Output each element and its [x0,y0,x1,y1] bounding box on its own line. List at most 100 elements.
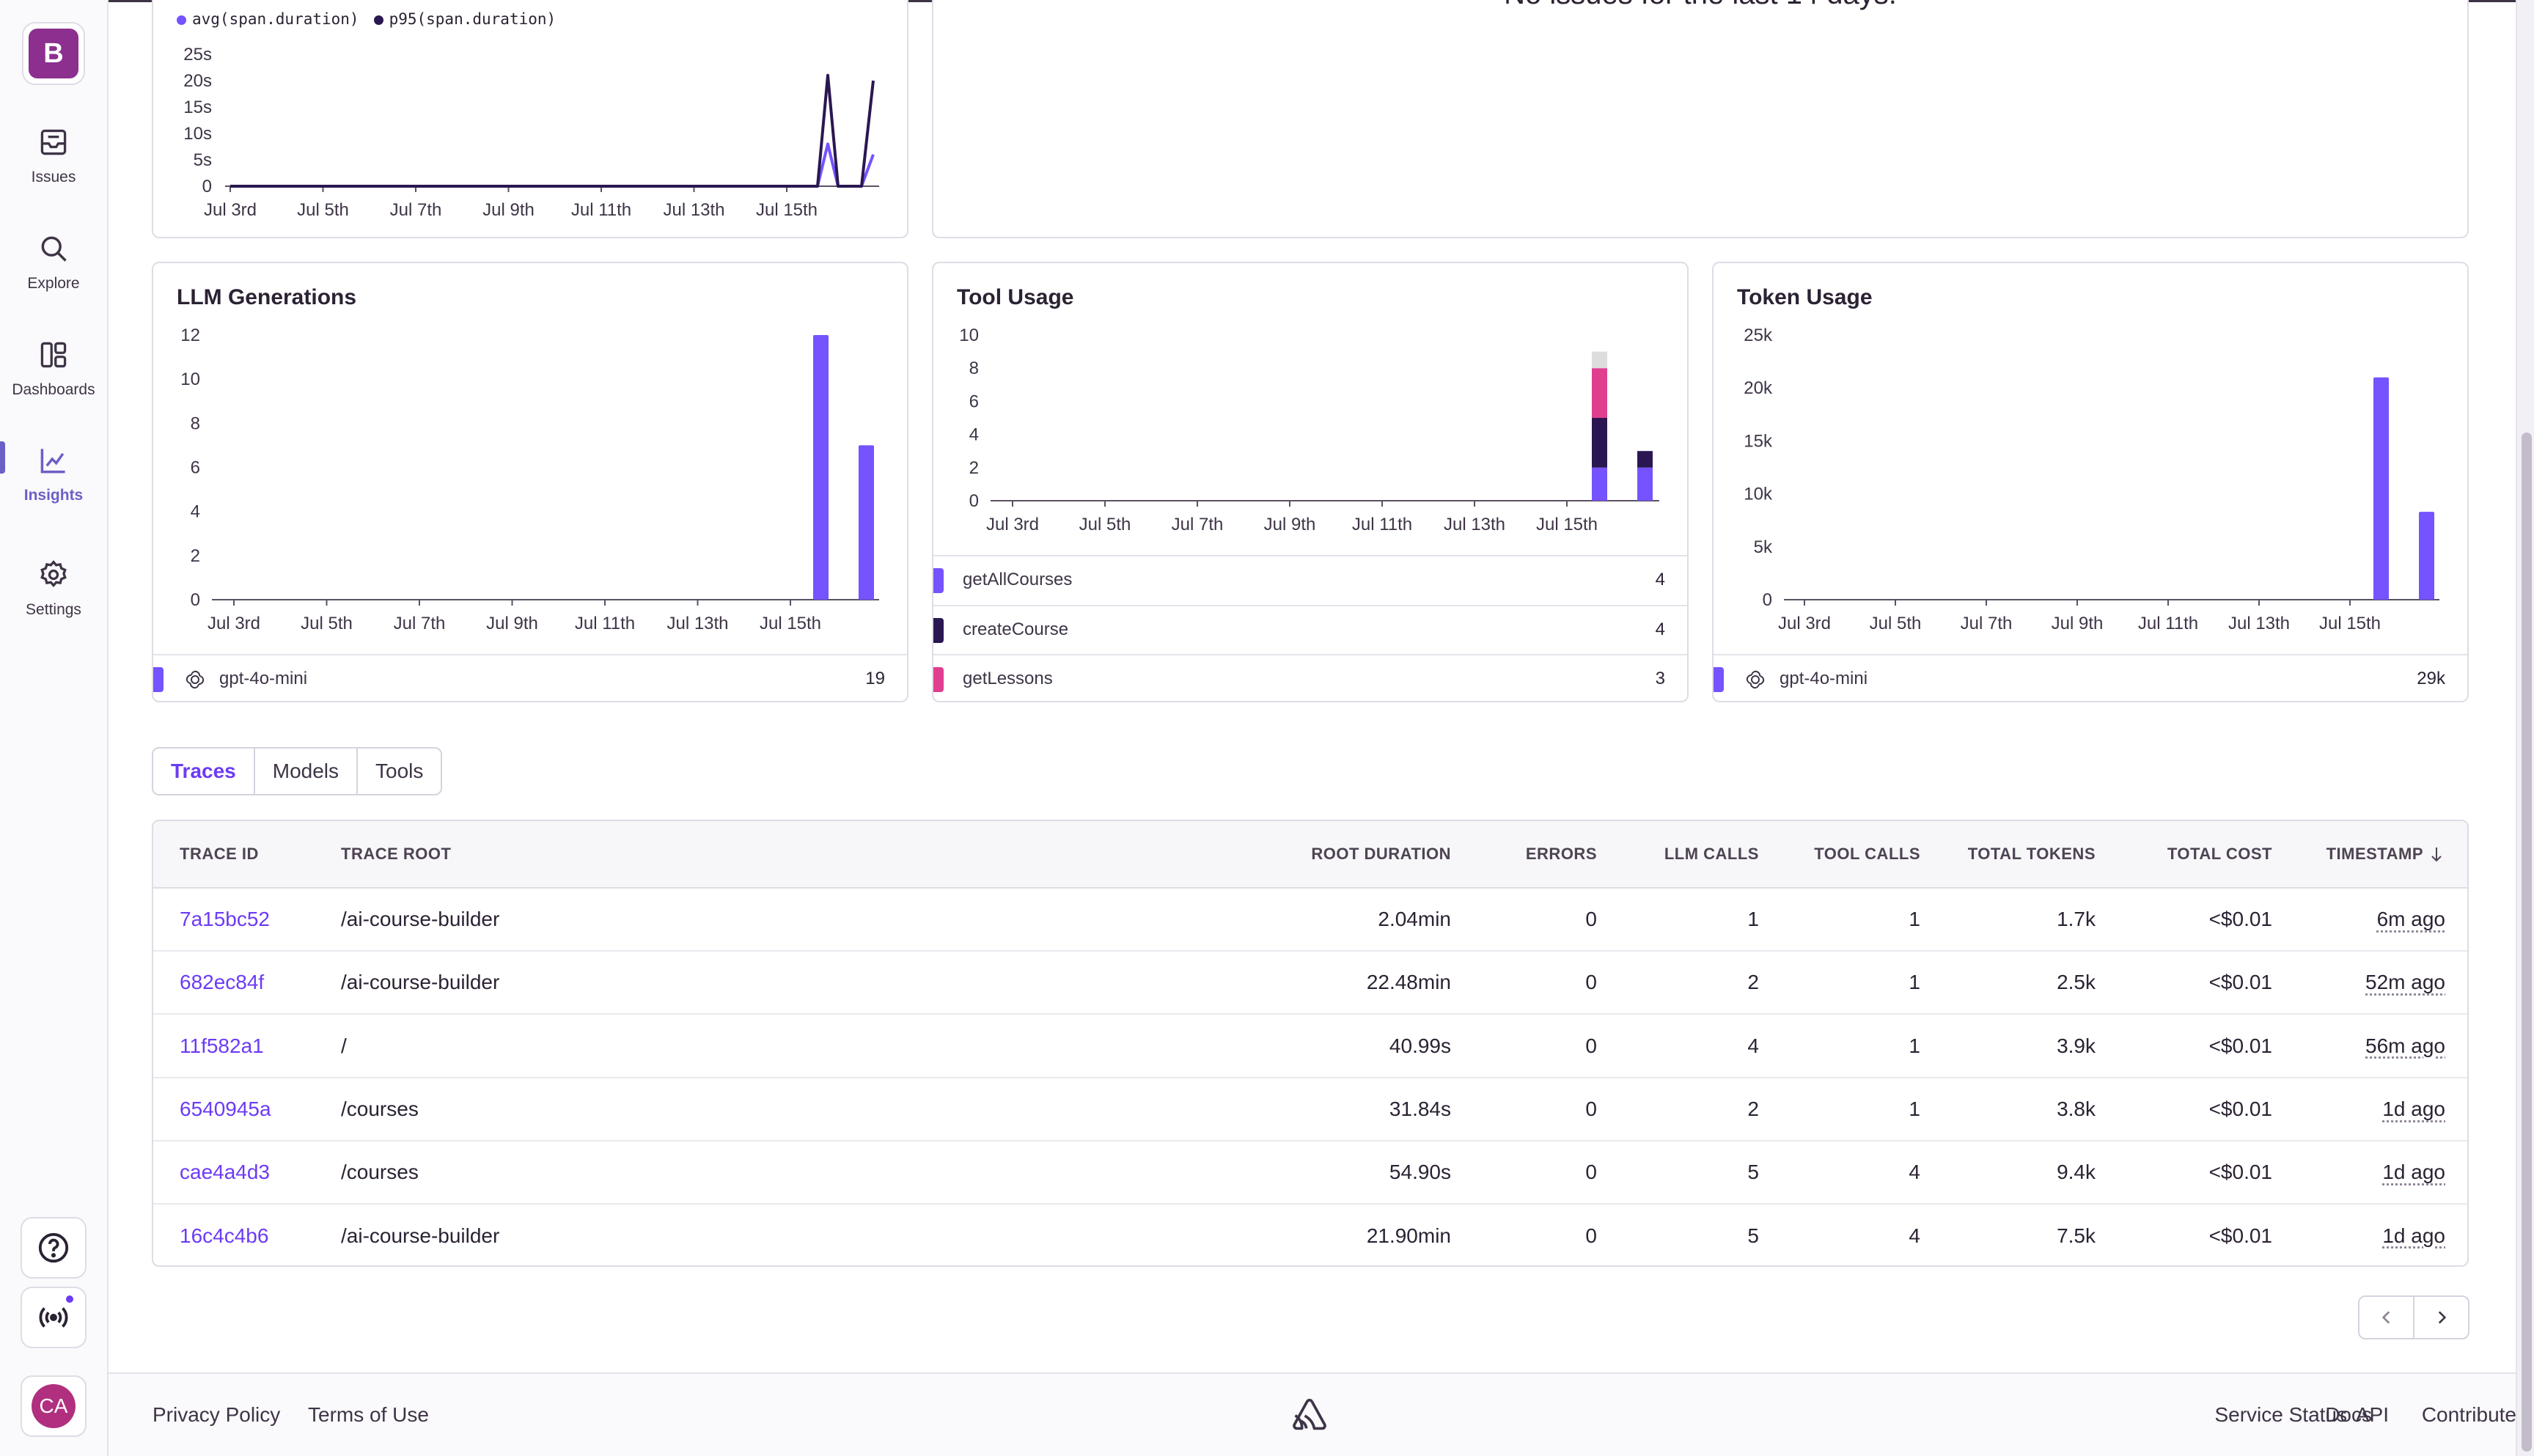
help-icon [38,1232,69,1263]
column-header-trace-root[interactable]: TRACE ROOT [341,845,452,863]
legend-entry[interactable]: avg(span.duration) [177,10,359,28]
trace-id-link[interactable]: 7a15bc52 [180,908,271,930]
trace-id-link[interactable]: 6540945a [180,1097,271,1120]
y-tick-label: 4 [969,425,979,445]
legend-value: 4 [1655,570,1665,589]
next-page-button[interactable] [2414,1297,2468,1338]
sort-arrow-down-icon[interactable] [2428,845,2445,864]
column-header-trace-id[interactable]: TRACE ID [180,845,259,863]
token-usage-chart: 25k 20k 15k 10k 5k 0 Jul 3rd Jul 5th Jul 7th Jul … [1744,326,2439,633]
bar-segment-createcourse [1592,418,1607,468]
trace-id-link[interactable]: cae4a4d3 [180,1161,271,1184]
legend-row[interactable]: gpt-4o-mini 29k [1714,654,2467,701]
table-row[interactable]: cae4a4d3/courses 54.90s 0 5 4 9.4k <$0.01 1d ag… [153,1141,2467,1205]
panel-title: Tool Usage [957,285,1074,309]
total-tokens-cell: 3.9k [2057,1034,2096,1057]
table-row[interactable]: 7a15bc52/ai-course-builder 2.04min 0 1 1 1.7k… [153,889,2467,952]
sidebar-item-settings[interactable]: Settings [0,559,107,647]
x-tick-label: Jul 7th [394,614,446,633]
llm-calls-cell: 1 [1747,908,1759,930]
x-tick-label: Jul 13th [666,614,728,633]
sidebar-item-insights[interactable]: Insights [0,444,107,532]
series-line-p95-span-duration- [230,73,875,188]
column-header-root-duration[interactable]: ROOT DURATION [1311,845,1451,863]
root-duration-cell: 2.04min [1378,908,1451,930]
api-link[interactable]: API [2355,1403,2389,1426]
sidebar-item-label: Issues [31,169,76,185]
scrollbar-thumb[interactable] [2522,433,2532,1452]
previous-page-button[interactable] [2359,1297,2414,1338]
table-header: TRACE ID TRACE ROOT ROOT DURATION ERRORS… [153,821,2467,889]
legend-value: 29k [2417,669,2445,688]
service-status-link[interactable]: Service Status [2214,1403,2347,1426]
x-tick-label: Jul 15th [2319,614,2381,633]
sidebar-item-explore[interactable]: Explore [0,232,107,320]
total-cost-cell: <$0.01 [2208,1161,2272,1184]
root-duration-cell: 21.90min [1366,1224,1451,1247]
bar-segment-createcourse [1637,451,1653,468]
tab-traces[interactable]: Traces [153,749,255,794]
table-row[interactable]: 682ec84f/ai-course-builder 22.48min 0 2 1 2.5… [153,952,2467,1015]
errors-cell: 0 [1585,1034,1597,1057]
x-tick-label: Jul 13th [2228,614,2290,633]
sidebar-item-issues[interactable]: Issues [0,126,107,214]
panel-title: Token Usage [1737,285,1873,309]
trace-id-link[interactable]: 16c4c4b6 [180,1224,269,1247]
column-header-errors[interactable]: ERRORS [1525,845,1597,863]
table-row[interactable]: 11f582a1 / 40.99s 0 4 1 3.9k <$0.01 56m ago [153,1015,2467,1078]
pagination [2358,1295,2469,1339]
help-button[interactable] [21,1217,87,1279]
docs-link[interactable]: Docs [2325,1403,2372,1426]
column-header-total-cost[interactable]: TOTAL COST [2167,845,2272,863]
y-tick-label: 15k [1744,431,1773,451]
timestamp-cell: 1d ago [2382,1224,2445,1247]
legend-row[interactable]: getLessons 3 [933,654,1687,701]
terms-of-use-link[interactable]: Terms of Use [308,1403,429,1426]
x-tick-label: Jul 3rd [208,614,260,633]
timestamp-cell: 56m ago [2365,1034,2445,1057]
column-header-timestamp[interactable]: TIMESTAMP [2326,845,2423,863]
tool-calls-cell: 1 [1909,971,1920,994]
legend-value: 19 [865,669,885,688]
sidebar-item-label: Settings [26,601,81,618]
avatar: CA [32,1384,76,1428]
y-tick-label: 10s [183,124,212,144]
user-menu-button[interactable]: CA [21,1375,87,1437]
column-header-llm-calls[interactable]: LLM CALLS [1664,845,1759,863]
column-header-total-tokens[interactable]: TOTAL TOKENS [1967,845,2096,863]
tab-models[interactable]: Models [255,749,359,794]
llm-generations-panel: LLM Generations 12 10 8 6 4 2 0 Jul 3rd Jul 5th J… [152,262,908,702]
total-cost-cell: <$0.01 [2208,908,2272,930]
errors-cell: 0 [1585,908,1597,930]
privacy-policy-link[interactable]: Privacy Policy [153,1403,281,1426]
x-tick-label: Jul 9th [1264,515,1316,534]
y-tick-label: 15s [183,98,212,117]
trace-id-link[interactable]: 682ec84f [180,971,265,994]
page-scrollbar[interactable] [2516,0,2534,1456]
trace-id-link[interactable]: 11f582a1 [180,1034,264,1057]
legend-row[interactable]: getAllCourses 4 [933,555,1687,603]
contribute-link[interactable]: Contribute [2421,1403,2516,1426]
legend-entry[interactable]: p95(span.duration) [373,10,556,28]
llm-calls-cell: 4 [1747,1034,1759,1057]
errors-cell: 0 [1585,1161,1597,1184]
x-tick-label: Jul 9th [482,200,535,220]
sidebar-item-label: Insights [23,487,84,504]
column-header-tool-calls[interactable]: TOOL CALLS [1814,845,1920,863]
bar-segment-getallcourses [1592,467,1607,501]
sentry-logo-icon[interactable] [1290,1396,1329,1434]
y-tick-label: 12 [180,326,200,345]
org-switcher[interactable]: B [22,22,85,85]
x-tick-label: Jul 13th [1444,515,1505,534]
table-row[interactable]: 16c4c4b6/ai-course-builder 21.90min 0 5 4 7.5… [153,1205,2467,1266]
table-row[interactable]: 6540945a/courses 31.84s 0 2 1 3.8k <$0.01 1d ag… [153,1078,2467,1141]
tab-tools[interactable]: Tools [375,760,424,782]
legend-row[interactable]: createCourse 4 [933,605,1687,653]
sidebar-item-dashboards[interactable]: Dashboards [0,339,107,427]
legend-row[interactable]: gpt-4o-mini 19 [153,654,907,701]
broadcasts-button[interactable] [21,1287,87,1348]
legend-swatch [933,667,944,692]
issues-panel: No issues for the last 14 days. [932,0,2469,238]
y-tick-label: 0 [969,491,979,511]
bar-jul-16th [2373,377,2389,600]
